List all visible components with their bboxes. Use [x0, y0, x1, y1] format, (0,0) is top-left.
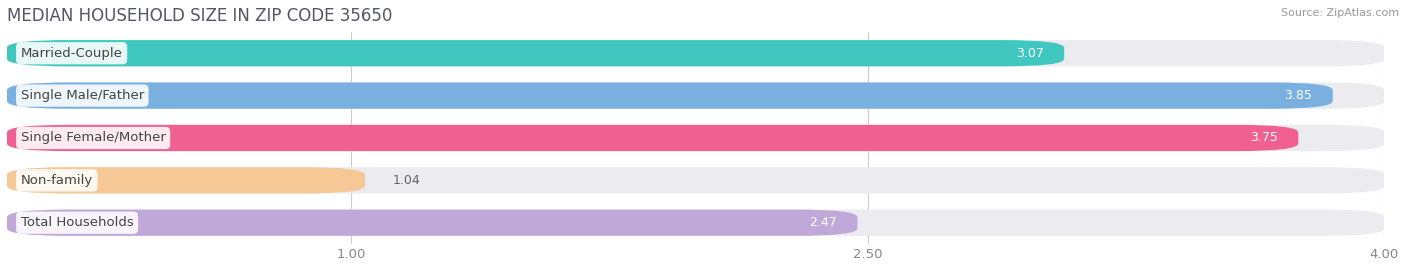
FancyBboxPatch shape — [7, 210, 1385, 236]
Text: Source: ZipAtlas.com: Source: ZipAtlas.com — [1281, 8, 1399, 18]
Text: Single Female/Mother: Single Female/Mother — [21, 132, 166, 144]
FancyBboxPatch shape — [7, 40, 1385, 66]
FancyBboxPatch shape — [7, 83, 1385, 109]
FancyBboxPatch shape — [7, 125, 1385, 151]
FancyBboxPatch shape — [7, 167, 366, 193]
FancyBboxPatch shape — [7, 210, 858, 236]
Text: Single Male/Father: Single Male/Father — [21, 89, 143, 102]
Text: MEDIAN HOUSEHOLD SIZE IN ZIP CODE 35650: MEDIAN HOUSEHOLD SIZE IN ZIP CODE 35650 — [7, 7, 392, 25]
Text: 3.75: 3.75 — [1250, 132, 1278, 144]
FancyBboxPatch shape — [7, 83, 1333, 109]
FancyBboxPatch shape — [7, 125, 1298, 151]
Text: Non-family: Non-family — [21, 174, 93, 187]
FancyBboxPatch shape — [7, 40, 1064, 66]
Text: 1.04: 1.04 — [392, 174, 420, 187]
Text: Married-Couple: Married-Couple — [21, 47, 122, 60]
Text: 3.07: 3.07 — [1015, 47, 1043, 60]
Text: 2.47: 2.47 — [808, 216, 837, 229]
Text: 3.85: 3.85 — [1284, 89, 1312, 102]
FancyBboxPatch shape — [7, 167, 1385, 193]
Text: Total Households: Total Households — [21, 216, 134, 229]
